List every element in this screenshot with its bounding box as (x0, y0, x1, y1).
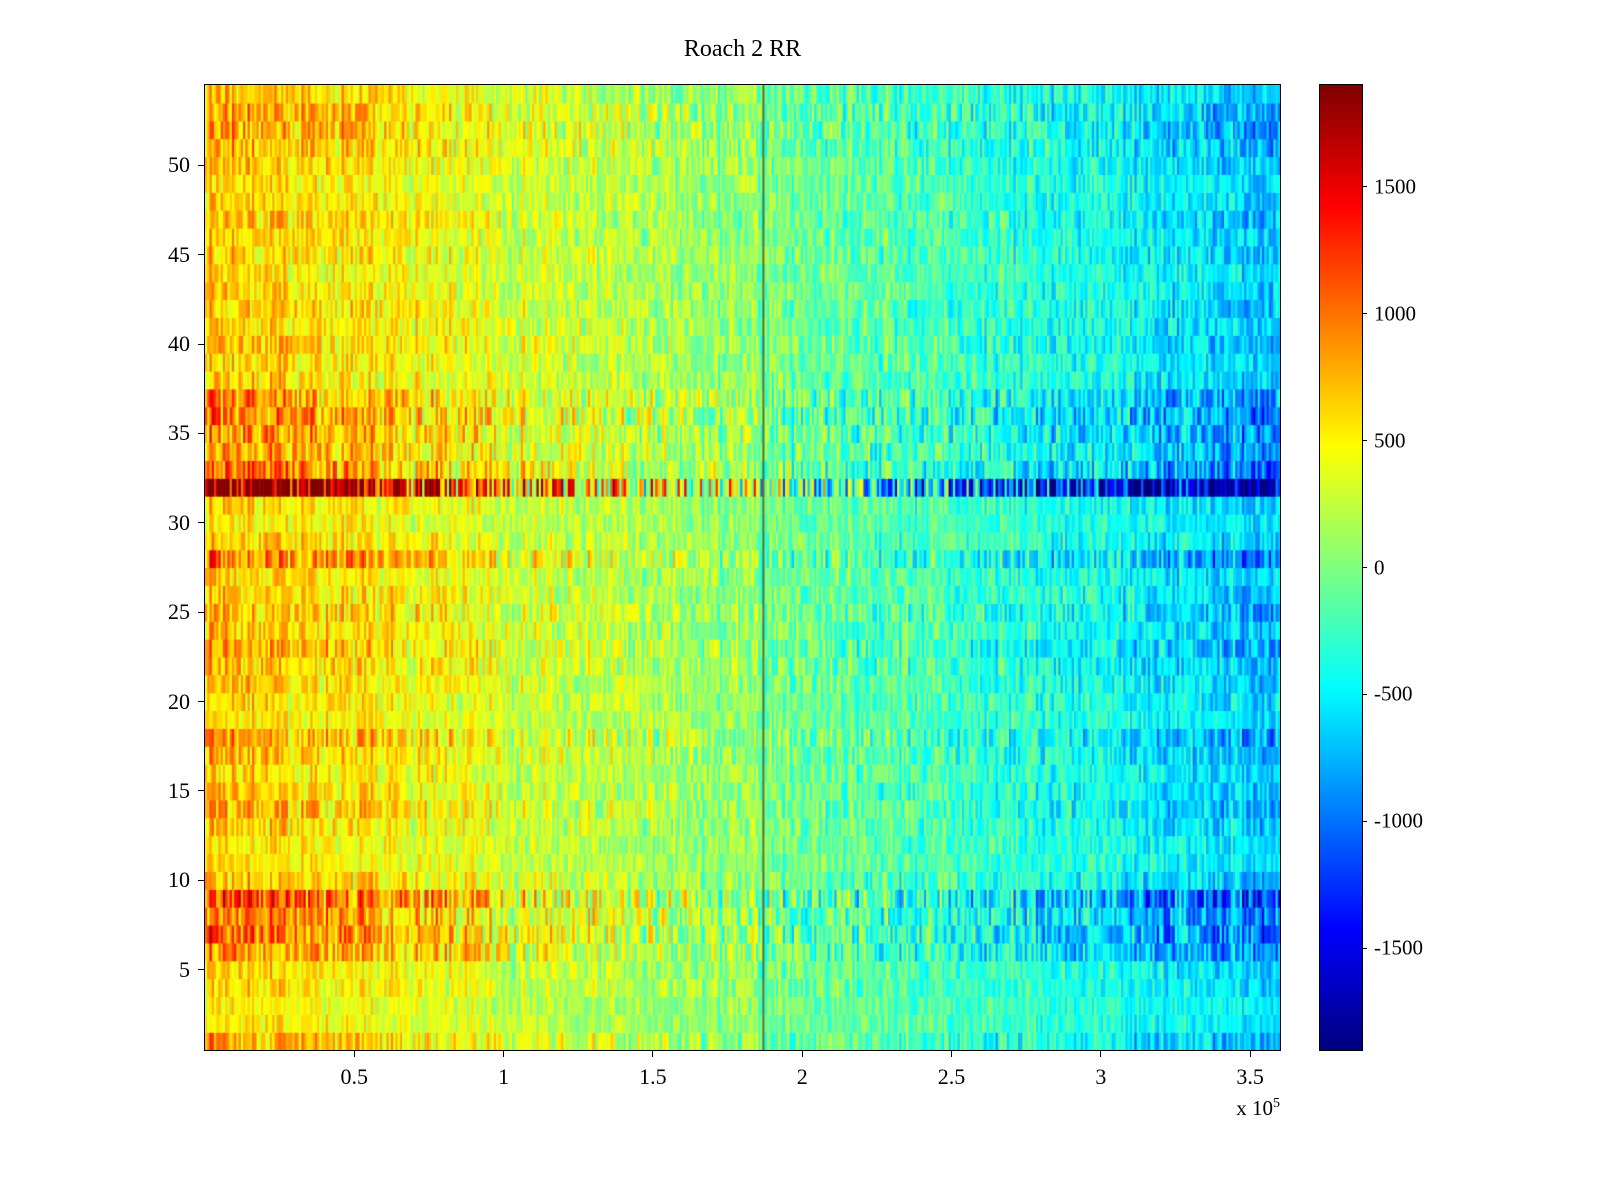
y-tick-mark (198, 343, 205, 345)
x-axis-exponent-power: 5 (1273, 1096, 1280, 1111)
colorbar-tick-mark (1362, 947, 1367, 949)
colorbar-tick-mark (1362, 820, 1367, 822)
x-tick-label: 3.5 (1236, 1064, 1264, 1089)
x-tick-mark (951, 1050, 953, 1057)
y-tick-mark (198, 254, 205, 256)
x-tick-mark (353, 1050, 355, 1057)
y-tick-mark (198, 879, 205, 881)
colorbar-tick-label: -500 (1374, 681, 1413, 706)
x-tick-label: 2 (796, 1064, 808, 1089)
heatmap-canvas (205, 85, 1280, 1050)
colorbar-tick-mark (1362, 440, 1367, 442)
colorbar-tick-label: 1000 (1374, 301, 1416, 326)
y-tick-label: 30 (168, 509, 190, 535)
x-tick-mark (801, 1050, 803, 1057)
x-axis-exponent-base: x 10 (1236, 1096, 1273, 1120)
x-tick-mark (1100, 1050, 1102, 1057)
x-tick-mark (503, 1050, 505, 1057)
y-tick-label: 50 (168, 152, 190, 178)
y-tick-mark (198, 164, 205, 166)
x-axis-exponent: x 105 (1150, 1096, 1280, 1121)
colorbar (1320, 85, 1362, 1050)
x-tick-label: 0.5 (340, 1064, 369, 1089)
y-tick-label: 15 (168, 777, 190, 803)
colorbar-tick-mark (1362, 567, 1367, 568)
y-tick-mark (198, 522, 205, 524)
x-tick-mark (1249, 1050, 1251, 1057)
y-tick-mark (198, 969, 205, 971)
x-tick-label: 3 (1095, 1064, 1107, 1089)
y-tick-label: 20 (168, 688, 190, 714)
x-tick-label: 1 (498, 1064, 510, 1089)
colorbar-tick-label: -1000 (1374, 808, 1423, 833)
colorbar-tick-mark (1362, 693, 1367, 695)
y-tick-label: 45 (168, 241, 190, 267)
y-tick-mark (198, 611, 205, 613)
x-tick-label: 1.5 (639, 1064, 667, 1089)
colorbar-tick-label: 0 (1374, 555, 1385, 579)
y-tick-label: 40 (168, 331, 190, 357)
y-tick-label: 35 (168, 420, 190, 446)
y-tick-mark (198, 432, 205, 434)
colorbar-tick-label: 1500 (1374, 174, 1416, 199)
y-tick-label: 25 (168, 599, 190, 625)
colorbar-tick-mark (1362, 186, 1367, 188)
colorbar-tick-label: 500 (1374, 428, 1406, 453)
y-tick-mark (198, 701, 205, 703)
chart-title: Roach 2 RR (683, 36, 802, 62)
x-tick-label: 2.5 (937, 1064, 966, 1089)
x-tick-mark (652, 1050, 654, 1057)
colorbar-tick-label: -1500 (1374, 935, 1423, 960)
y-tick-label: 10 (168, 867, 190, 893)
y-tick-mark (198, 790, 205, 792)
colorbar-tick-mark (1362, 313, 1367, 315)
y-tick-label: 5 (179, 956, 190, 982)
